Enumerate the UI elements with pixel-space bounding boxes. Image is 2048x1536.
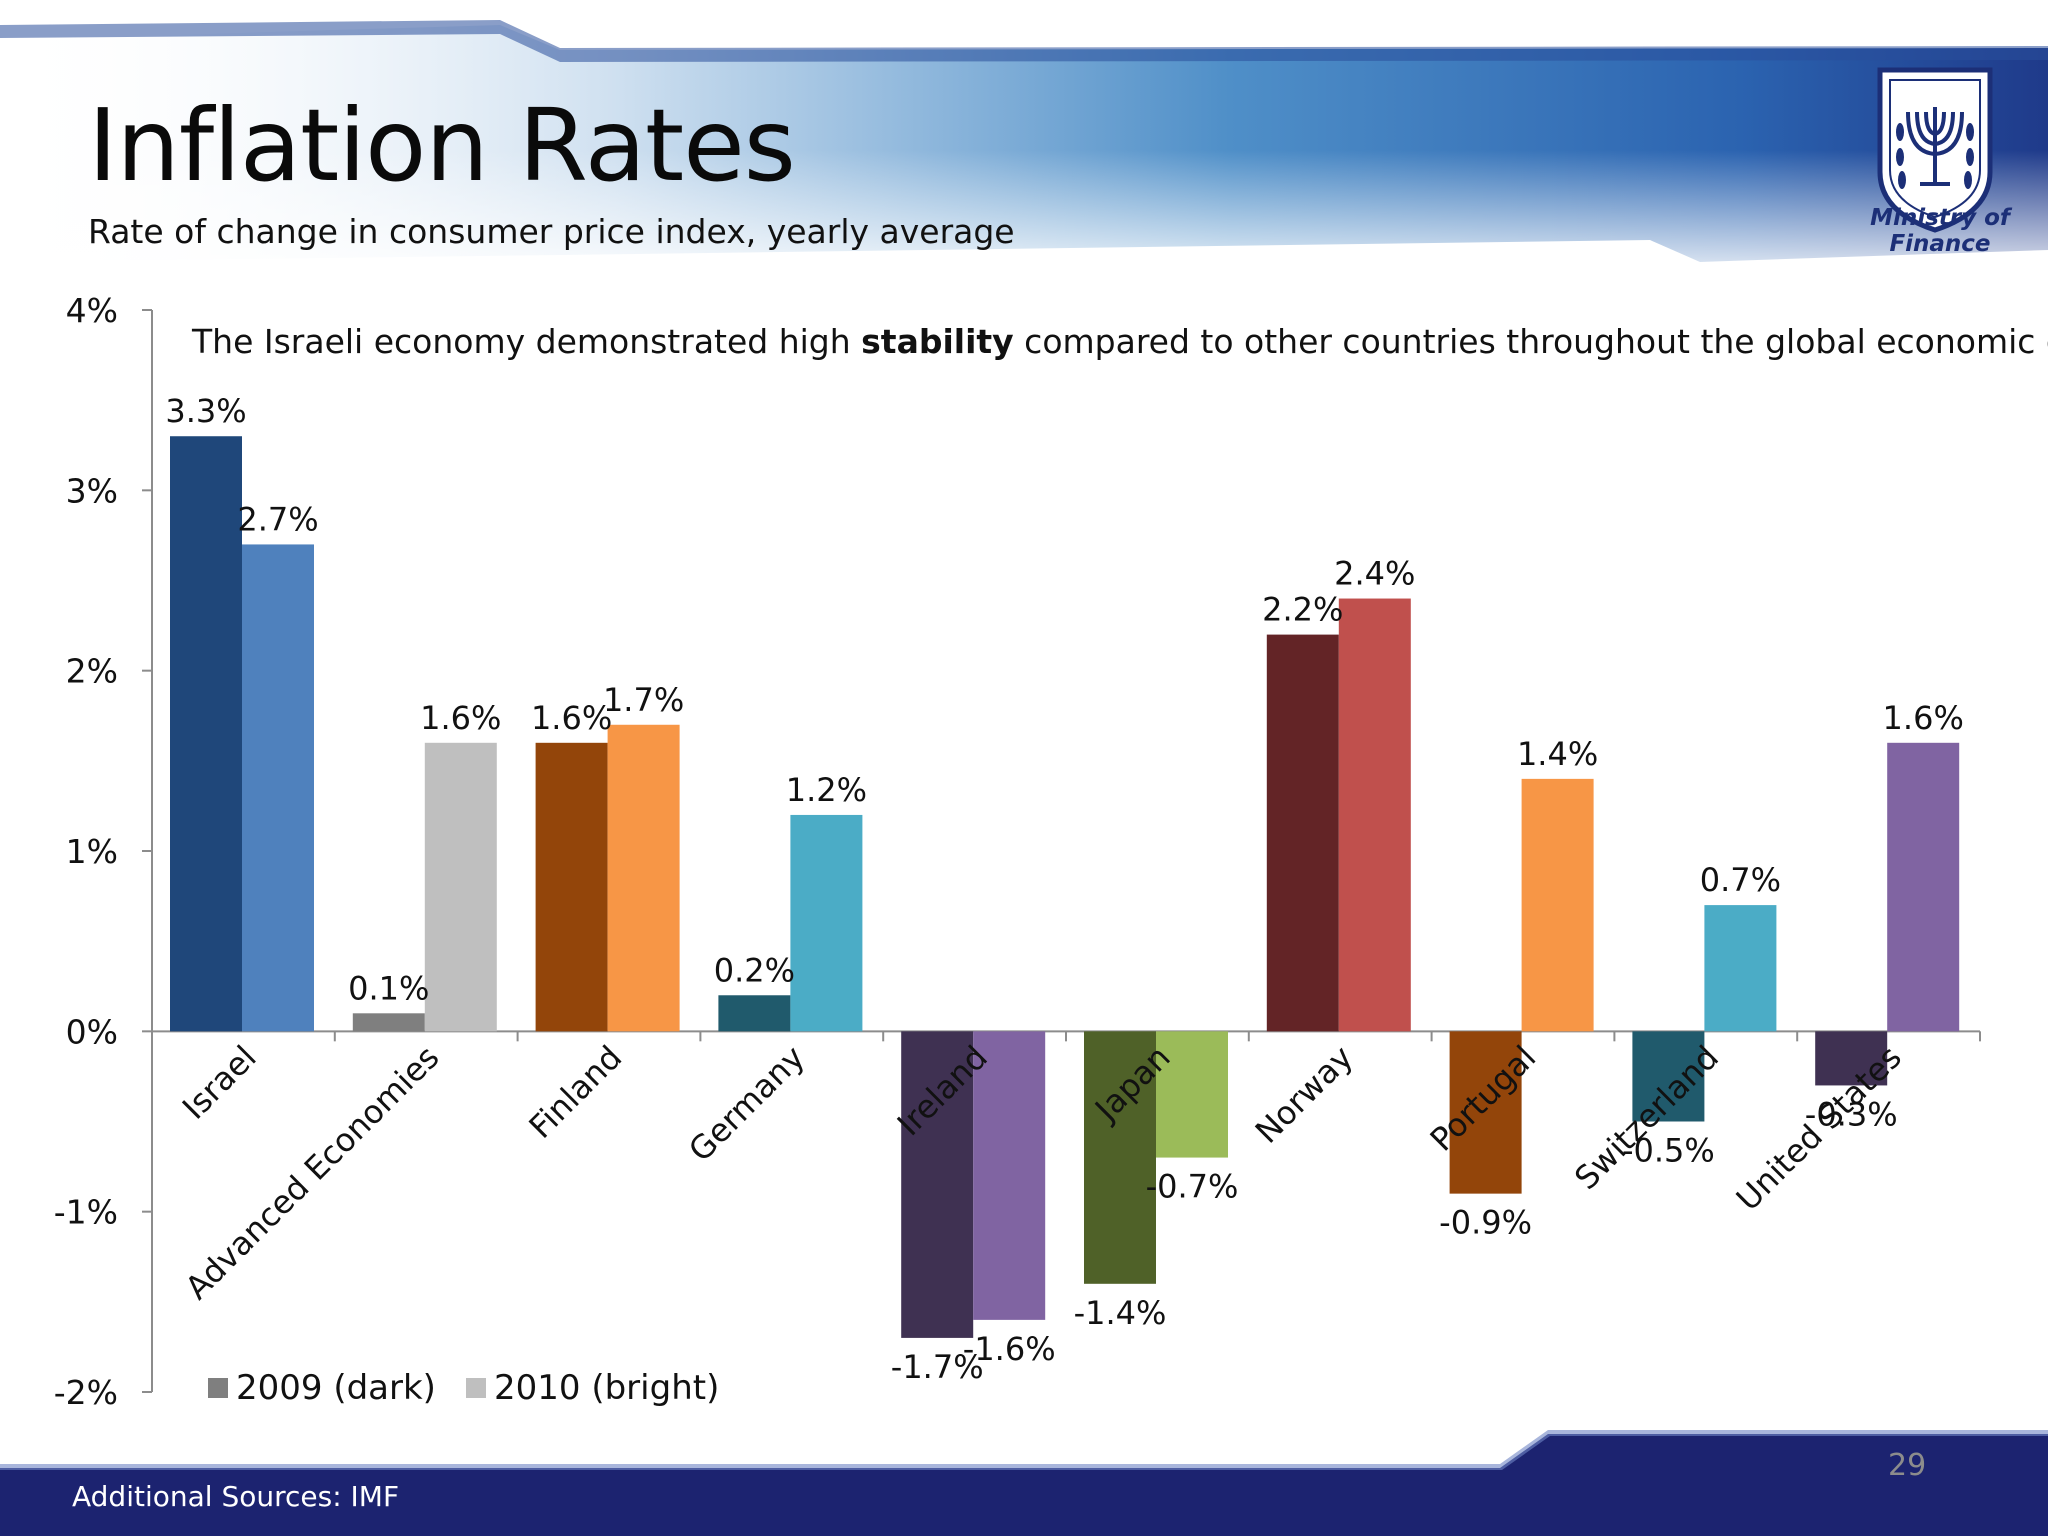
- category-label: Norway: [1248, 1038, 1361, 1151]
- category-label: Israel: [175, 1038, 264, 1127]
- bar-2010-united-states: [1887, 742, 1960, 1032]
- bar-2010-israel: [242, 544, 314, 1032]
- bar-2010-portugal: [1521, 778, 1594, 1032]
- note-bold: stability: [861, 322, 1014, 361]
- data-label: -1.4%: [1074, 1294, 1167, 1332]
- bar-2009-israel: [170, 436, 242, 1032]
- category-label: Germany: [681, 1038, 812, 1169]
- data-label: -0.7%: [1146, 1168, 1239, 1206]
- bar-2009-portugal: [1449, 1031, 1522, 1194]
- bar-2009-ireland: [901, 1031, 974, 1338]
- bar-2009-germany: [718, 995, 791, 1032]
- data-labels: 3.3%2.7%0.1%1.6% 1.6%1.7%0.2%1.2%-1.7%-1.…: [165, 392, 1963, 1386]
- legend-item-2010: 2010 (bright): [466, 1368, 719, 1408]
- bar-chart: -2%-1%0%1%2%3%4% 3.3%2.7%0.1%1.6% 1.6%1.7…: [54, 291, 1981, 1412]
- bar-2009-advanced-economies: [352, 1013, 425, 1032]
- data-label: -0.9%: [1439, 1204, 1532, 1242]
- y-tick-label: -2%: [54, 1373, 118, 1412]
- bars: [170, 436, 1960, 1338]
- data-label: 1.6%: [531, 699, 612, 737]
- bar-2010-switzerland: [1704, 905, 1777, 1032]
- bar-2010-finland: [607, 724, 680, 1032]
- bar-2009-japan: [1084, 1031, 1156, 1284]
- data-label: 1.4%: [1517, 735, 1598, 773]
- bar-2009-united-states: [1815, 1031, 1888, 1086]
- data-label: 0.2%: [714, 951, 795, 989]
- y-tick-label: -1%: [54, 1193, 118, 1232]
- axes: -2% -1% 0% 1% 2% 3% 4%: [54, 291, 1981, 1412]
- footer-band: [0, 1430, 2048, 1536]
- note-text: The Israeli economy demonstrated high: [192, 322, 862, 361]
- bar-2010-germany: [790, 814, 863, 1032]
- legend-item-2009: 2009 (dark): [208, 1368, 436, 1408]
- legend-label-2009: 2009 (dark): [236, 1368, 436, 1408]
- data-label: -1.6%: [963, 1330, 1056, 1368]
- data-label: 0.7%: [1700, 861, 1781, 899]
- y-tick-label: 4%: [66, 291, 118, 330]
- data-label: 1.7%: [603, 681, 684, 719]
- data-label: -0.5%: [1622, 1132, 1715, 1170]
- bar-2010-ireland: [973, 1031, 1046, 1320]
- note-text-end: compared to other countries throughout t…: [1013, 322, 2048, 361]
- bar-2009-finland: [535, 742, 608, 1032]
- legend-label-2010: 2010 (bright): [494, 1368, 720, 1408]
- y-tick-label: 2%: [66, 652, 118, 691]
- data-label: 3.3%: [165, 392, 246, 430]
- header-banner: [0, 20, 2048, 290]
- data-label: -1.7%: [891, 1348, 984, 1386]
- data-label: 0.1%: [348, 969, 429, 1007]
- data-label: 1.6%: [1883, 699, 1964, 737]
- data-label: 1.6%: [420, 699, 501, 737]
- ministry-emblem-icon: [1877, 67, 1993, 233]
- slide-subtitle: Rate of change in consumer price index, …: [88, 212, 1015, 251]
- data-label: 2.4%: [1334, 555, 1415, 593]
- category-label: Finland: [522, 1038, 630, 1146]
- ministry-logo-text: Ministry of Finance: [1870, 205, 2010, 257]
- bar-2010-advanced-economies: [424, 742, 497, 1032]
- bar-2010-japan: [1156, 1031, 1228, 1158]
- data-label: 1.2%: [786, 771, 867, 809]
- slide-title: Inflation Rates: [88, 87, 796, 204]
- data-label: -0.3%: [1805, 1095, 1898, 1133]
- y-tick-label: 0%: [66, 1012, 118, 1051]
- data-label: 2.2%: [1262, 591, 1343, 629]
- data-label: 2.7%: [237, 500, 318, 538]
- legend-swatch-2009: [208, 1378, 228, 1398]
- bar-2009-norway: [1266, 634, 1339, 1032]
- page-number: 29: [1888, 1448, 1927, 1483]
- bar-2010-norway: [1338, 598, 1411, 1032]
- y-tick-label: 3%: [66, 471, 118, 510]
- bar-2009-switzerland: [1632, 1031, 1705, 1122]
- chart-note: The Israeli economy demonstrated high st…: [192, 322, 2048, 361]
- y-tick-label: 1%: [66, 832, 118, 871]
- footer-source: Additional Sources: IMF: [72, 1480, 400, 1513]
- legend-swatch-2010: [466, 1378, 486, 1398]
